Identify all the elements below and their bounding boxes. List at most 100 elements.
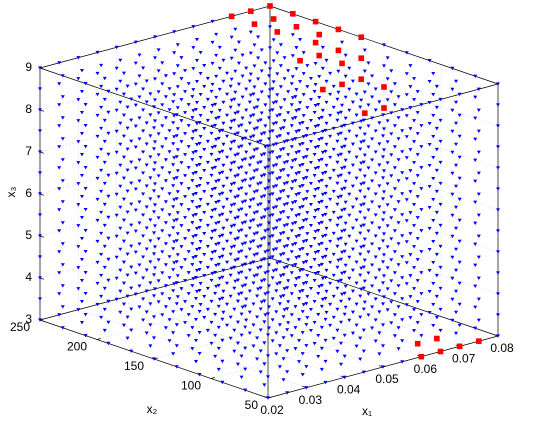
point	[270, 255, 275, 259]
point	[205, 202, 210, 207]
highlight-point	[358, 34, 364, 40]
point	[220, 296, 225, 301]
point	[209, 341, 214, 346]
point	[320, 255, 325, 260]
point	[404, 177, 409, 181]
point	[259, 216, 264, 220]
point	[396, 326, 401, 330]
point	[286, 174, 291, 178]
point	[262, 320, 267, 324]
point	[259, 48, 264, 52]
point	[427, 206, 432, 210]
point	[400, 192, 405, 196]
point	[232, 349, 237, 354]
point	[156, 195, 161, 199]
point	[217, 150, 222, 155]
point	[156, 216, 161, 220]
point	[193, 234, 198, 238]
point	[301, 135, 306, 139]
point	[76, 182, 81, 186]
point	[267, 221, 271, 225]
point	[125, 252, 130, 257]
point	[293, 137, 298, 141]
point	[354, 113, 359, 118]
point	[121, 176, 126, 181]
tick-mark	[210, 377, 216, 379]
point	[229, 77, 234, 82]
point	[366, 250, 371, 254]
point	[312, 342, 317, 346]
point	[137, 263, 142, 267]
point	[137, 116, 142, 120]
highlight-point	[297, 57, 303, 64]
point	[340, 40, 345, 45]
point	[258, 223, 263, 227]
point	[308, 182, 313, 186]
point	[179, 161, 184, 165]
point	[175, 169, 180, 173]
point	[228, 147, 233, 152]
point	[221, 247, 226, 252]
point	[79, 216, 84, 220]
point	[233, 111, 238, 116]
point	[198, 114, 203, 118]
point	[83, 187, 88, 191]
point	[286, 258, 291, 262]
point	[171, 247, 176, 251]
point	[262, 278, 267, 282]
point	[252, 148, 257, 152]
point	[305, 232, 310, 236]
point	[148, 155, 153, 159]
point	[328, 197, 333, 202]
point	[457, 197, 462, 202]
point	[285, 349, 290, 353]
point	[243, 178, 248, 182]
point	[160, 82, 165, 86]
point	[172, 282, 177, 286]
point	[328, 260, 333, 265]
point	[496, 82, 500, 86]
point	[121, 281, 126, 286]
point	[434, 105, 439, 110]
point	[256, 245, 261, 249]
point	[274, 100, 279, 104]
point	[282, 182, 287, 186]
point	[258, 202, 263, 206]
point	[259, 300, 264, 304]
point	[167, 150, 172, 154]
point	[213, 249, 218, 254]
point	[148, 197, 153, 201]
point	[172, 240, 177, 244]
point	[389, 174, 394, 178]
x-tick-label: 0.08	[490, 341, 514, 355]
point	[370, 242, 375, 246]
point	[125, 315, 130, 320]
point	[301, 219, 306, 223]
x-tick-label: 0.03	[299, 393, 323, 407]
point	[156, 111, 161, 115]
point	[106, 278, 111, 283]
point	[266, 207, 270, 211]
point	[297, 150, 302, 154]
point	[118, 289, 123, 294]
point	[205, 286, 210, 291]
point	[243, 220, 248, 224]
x-tick-label: 0.07	[452, 352, 476, 366]
point	[216, 220, 221, 225]
point	[289, 208, 294, 212]
point	[340, 208, 345, 213]
z-tick-label: 4	[25, 270, 32, 284]
point	[252, 169, 257, 173]
point	[251, 218, 256, 222]
point	[240, 137, 245, 142]
z-tick-label: 8	[25, 102, 32, 116]
point	[339, 278, 344, 283]
point	[404, 303, 409, 307]
point	[282, 203, 287, 207]
y-tick-label: 150	[124, 359, 144, 373]
point	[267, 116, 271, 120]
point	[244, 297, 249, 301]
point	[102, 244, 107, 249]
point	[95, 155, 100, 160]
